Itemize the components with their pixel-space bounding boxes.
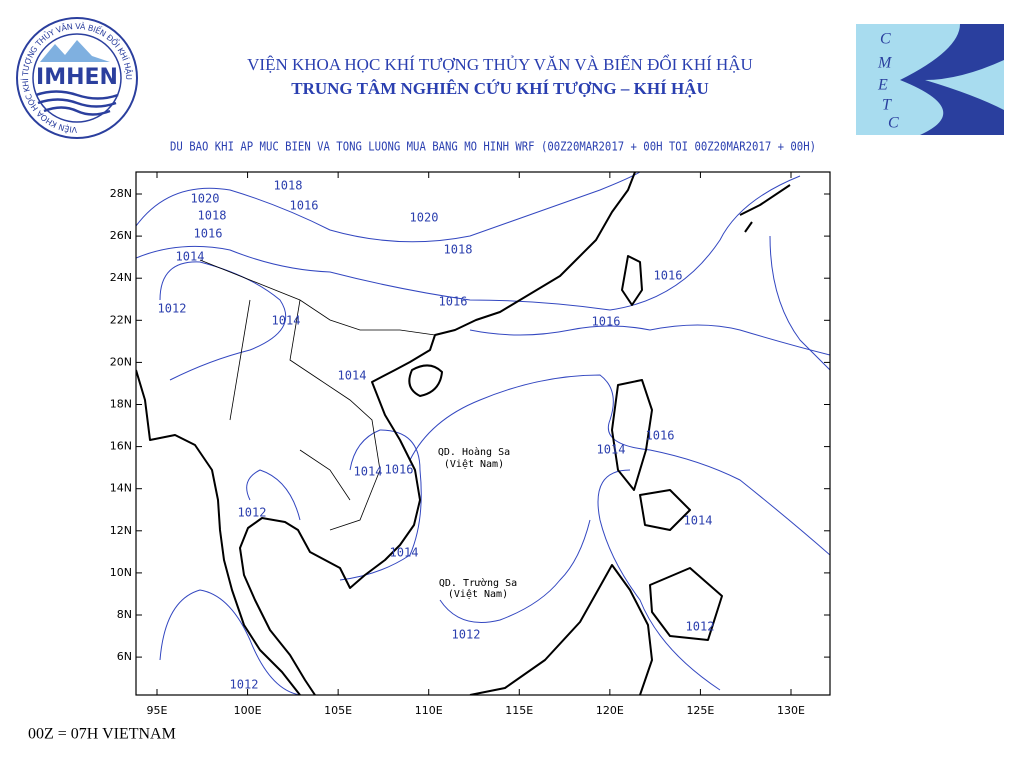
x-tick-label: 115E (505, 704, 533, 717)
island (408, 364, 443, 397)
isobar (597, 469, 721, 691)
isobar-label: 1012 (686, 620, 715, 634)
isobar-label: 1020 (191, 192, 220, 206)
isobar-label: 1020 (410, 211, 439, 225)
x-tick-label: 95E (147, 704, 168, 717)
logo-letter: T (882, 97, 892, 114)
isobar-label: 1012 (452, 628, 481, 642)
isobar-label: 1014 (272, 314, 301, 328)
isobar-label: 1018 (198, 209, 227, 223)
island (649, 567, 723, 641)
footer-note: 00Z = 07H VIETNAM (28, 726, 176, 743)
y-tick-label: 8N (117, 608, 132, 621)
x-tick-label: 110E (415, 704, 443, 717)
isobar-label: 1016 (646, 429, 675, 443)
isobar-label: 1014 (338, 369, 367, 383)
isobar-label: 1016 (290, 199, 319, 213)
x-tick-label: 120E (596, 704, 624, 717)
x-tick-label: 125E (686, 704, 714, 717)
institute-title: VIỆN KHOA HỌC KHÍ TƯỢNG THỦY VĂN VÀ BIẾN… (247, 54, 753, 74)
isobar-label: 1012 (158, 302, 187, 316)
coastline (136, 369, 301, 695)
logo-letter: C (880, 31, 891, 48)
x-tick-label: 100E (234, 704, 262, 717)
map-frame (135, 171, 831, 696)
logo-letter: C (888, 115, 899, 132)
x-tick-label: 105E (324, 704, 352, 717)
isobar (159, 261, 287, 381)
cmetc-logo: C M E T C (856, 24, 1004, 135)
island (621, 255, 643, 306)
isobar (769, 235, 830, 371)
isobar-label: 1012 (230, 678, 259, 692)
y-tick-label: 12N (110, 524, 132, 537)
map: 95E 100E 105E 110E 115E 120E 125E 130E 28N 26N 24N… (110, 171, 831, 717)
isobar-label: 1014 (597, 443, 626, 457)
place-name: QD. Trường Sa (439, 577, 517, 589)
isobar (439, 519, 591, 623)
place-note: (Việt Nam) (448, 588, 508, 600)
y-tick-label: 24N (110, 271, 132, 284)
island (469, 564, 653, 695)
isobar (136, 172, 641, 243)
logo-name: IMHEN (36, 65, 118, 90)
map-ticks: 95E 100E 105E 110E 115E 120E 125E 130E 28N 26N 24N… (110, 172, 830, 717)
isobar (339, 429, 422, 581)
center-title: TRUNG TÂM NGHIÊN CỨU KHÍ TƯỢNG – KHÍ HẬU (291, 79, 708, 98)
y-tick-label: 20N (110, 355, 132, 368)
y-tick-label: 26N (110, 229, 132, 242)
isobar-label: 1016 (439, 295, 468, 309)
logo-letter: E (877, 77, 888, 94)
isobar-label: 1014 (684, 514, 713, 528)
y-tick-label: 22N (110, 313, 132, 326)
y-tick-label: 14N (110, 482, 132, 495)
isobar (409, 374, 830, 556)
map-title: DU BAO KHI AP MUC BIEN VA TONG LUONG MUA… (170, 140, 816, 154)
isobar-label: 1018 (444, 243, 473, 257)
island (611, 379, 653, 491)
isobar (136, 175, 801, 311)
isobar-label: 1016 (592, 315, 621, 329)
x-tick-label: 130E (777, 704, 805, 717)
isobar-label: 1014 (354, 465, 383, 479)
isobar-label: 1016 (194, 227, 223, 241)
border (199, 259, 436, 531)
island (639, 489, 691, 531)
coastline (239, 172, 636, 695)
y-tick-label: 28N (110, 187, 132, 200)
isobar-label: 1014 (176, 250, 205, 264)
isobar-label: 1016 (385, 463, 414, 477)
isobar-label: 1014 (390, 546, 419, 560)
y-tick-label: 6N (117, 650, 132, 663)
place-note: (Việt Nam) (444, 458, 504, 470)
isobar (469, 324, 830, 356)
y-tick-label: 10N (110, 566, 132, 579)
imhen-logo: VIỆN KHOA HỌC KHÍ TƯỢNG THỦY VĂN VÀ BIẾN… (16, 17, 138, 139)
place-name: QD. Hoàng Sa (438, 446, 510, 458)
y-tick-label: 18N (110, 398, 132, 411)
isobar (246, 469, 301, 521)
island (739, 184, 791, 233)
y-tick-label: 16N (110, 440, 132, 453)
logo-letter: M (877, 55, 893, 72)
isobar (159, 589, 301, 695)
isobar-label: 1016 (654, 269, 683, 283)
isobar-label: 1018 (274, 179, 303, 193)
isobar-label: 1012 (238, 506, 267, 520)
